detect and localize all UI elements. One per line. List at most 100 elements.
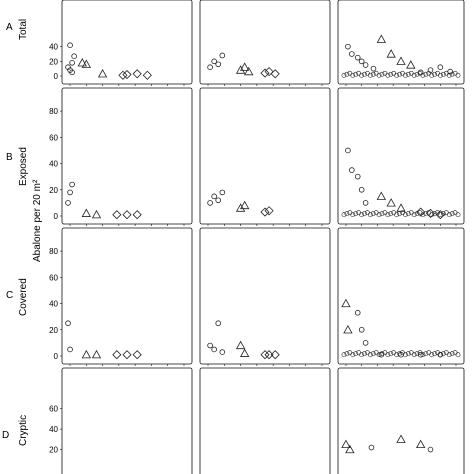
data-point (359, 212, 364, 218)
data-point (349, 167, 355, 173)
data-point (446, 72, 452, 78)
data-point (397, 351, 402, 357)
data-point (414, 71, 420, 77)
data-point (344, 71, 350, 77)
data-point (211, 346, 217, 353)
row-title-total: Total (18, 19, 29, 40)
data-point (235, 340, 246, 350)
data-point (417, 210, 423, 216)
data-point (429, 352, 435, 358)
data-point (211, 193, 217, 200)
data-point (385, 212, 391, 218)
panel-r3-c2 (337, 367, 465, 474)
data-point (362, 62, 369, 68)
data-point (239, 348, 250, 357)
data-point (420, 352, 426, 358)
panel-r1-c1 (199, 87, 331, 226)
y-tick-label: 80 (49, 107, 58, 116)
data-point (260, 68, 270, 78)
y-tick-label: 40 (49, 425, 58, 434)
data-point (244, 66, 254, 76)
data-point (341, 352, 347, 358)
data-point (376, 352, 382, 358)
data-point (405, 71, 411, 77)
data-point (362, 200, 369, 206)
data-point (405, 211, 411, 217)
row-title-covered: Covered (18, 278, 29, 316)
data-point (341, 439, 351, 449)
data-point (386, 198, 396, 207)
data-point (264, 206, 274, 216)
panel-marks-r2-c2 (341, 298, 444, 358)
data-point (386, 49, 396, 58)
data-point (391, 210, 397, 216)
data-point (446, 212, 452, 218)
data-point (452, 350, 458, 356)
data-point (429, 212, 435, 218)
panel-frame (61, 367, 193, 474)
data-point (408, 210, 414, 216)
data-point (65, 320, 71, 327)
data-point (382, 70, 388, 76)
data-point (65, 200, 71, 206)
data-point (373, 350, 379, 356)
data-point (67, 189, 73, 196)
data-point (122, 69, 132, 80)
shared-y-axis-label: Abalone per 20 m² (32, 179, 43, 262)
panel-frame (337, 367, 465, 474)
data-point (432, 351, 438, 357)
data-point (408, 70, 414, 76)
panel-frame (199, 0, 331, 85)
data-point (414, 211, 420, 217)
data-point (455, 212, 461, 218)
panel-frame (61, 227, 193, 365)
data-point (344, 351, 350, 357)
data-point (354, 54, 361, 61)
data-point (354, 173, 361, 180)
data-point (443, 350, 449, 356)
data-point (362, 340, 369, 346)
panel-marks-r0-c2 (345, 34, 453, 76)
data-point (91, 349, 102, 359)
data-point (345, 147, 351, 154)
data-point (388, 71, 394, 77)
data-point (440, 351, 446, 357)
panel-marks-r3-c2 (341, 434, 434, 454)
data-point (219, 189, 226, 196)
data-point (426, 350, 432, 356)
data-point (402, 72, 408, 78)
panel-r0-c0 (61, 0, 193, 86)
data-point (359, 72, 364, 78)
data-point (443, 70, 449, 76)
data-point (69, 59, 75, 66)
data-point (347, 210, 353, 216)
data-point (367, 212, 373, 218)
data-point (239, 200, 250, 210)
data-point (81, 59, 92, 68)
data-point (347, 350, 353, 356)
data-point (415, 439, 426, 449)
data-point (370, 211, 376, 217)
data-point (207, 200, 213, 206)
data-point (69, 181, 75, 188)
panel-r2-c2 (337, 227, 465, 366)
y-tick-label: 40 (49, 300, 58, 309)
panel-r2-c1 (199, 227, 331, 366)
data-point (207, 342, 213, 349)
data-point (411, 212, 417, 218)
data-point (215, 320, 222, 327)
data-point (343, 324, 353, 334)
data-point (353, 211, 359, 217)
data-point (408, 350, 414, 356)
y-tick-label: 0 (54, 72, 59, 81)
data-point (411, 72, 417, 78)
data-point (270, 69, 280, 79)
y-tick-label: 40 (49, 43, 58, 52)
data-point (397, 211, 402, 217)
data-point (345, 43, 351, 50)
dense-band-r2 (341, 350, 461, 358)
y-tick-label: 80 (49, 247, 58, 256)
panel-r3-c0 (61, 367, 193, 474)
data-point (219, 52, 226, 59)
